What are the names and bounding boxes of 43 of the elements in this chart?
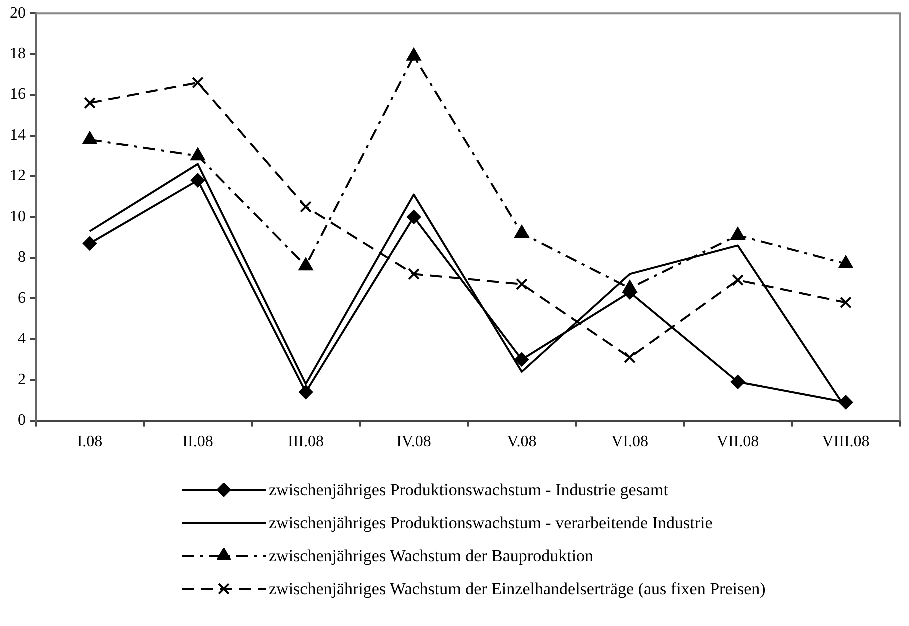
- y-tick-label: 4: [18, 330, 26, 348]
- x-tick-label: VI.08: [612, 434, 648, 451]
- point: [300, 201, 312, 213]
- point: [190, 148, 206, 161]
- point: [515, 352, 529, 367]
- point: [731, 375, 745, 390]
- y-tick-label: 0: [18, 412, 26, 430]
- y-tick-label: 2: [18, 371, 26, 388]
- point: [83, 236, 97, 251]
- x-tick-label: VII.08: [716, 434, 760, 451]
- y-tick-label: 16: [10, 86, 26, 104]
- y-tick-label: 18: [10, 46, 26, 63]
- x-tick-label: III.08: [288, 434, 324, 451]
- legend-label: zwischenjähriges Produktionswachstum - Industrie gesamt: [269, 480, 669, 500]
- point: [406, 48, 422, 61]
- point: [838, 256, 854, 269]
- y-tick-label: 8: [18, 249, 26, 266]
- y-tick-label: 12: [10, 168, 26, 185]
- x-tick-label: VIII.08: [822, 434, 870, 451]
- legend-label: zwischenjähriges Produktionswachstum - verarbeitende Industrie: [269, 513, 713, 532]
- point: [730, 228, 746, 240]
- x-tick-label: V.08: [507, 434, 537, 451]
- x-tick-label: II.08: [182, 434, 214, 451]
- point: [840, 296, 852, 309]
- point: [624, 352, 636, 364]
- legend-label: zwischenjähriges Wachstum der Bauproduktion: [269, 546, 594, 566]
- point: [82, 132, 98, 144]
- x-tick-label: I.08: [77, 434, 103, 451]
- point: [408, 268, 420, 280]
- y-tick-label: 10: [10, 208, 26, 226]
- point: [299, 385, 313, 400]
- point: [407, 210, 421, 224]
- point: [298, 258, 314, 271]
- legend-label: zwischenjähriges Wachstum der Einzelhandelserträge (aus fixen Preisen): [269, 579, 766, 598]
- y-tick-label: 20: [10, 4, 26, 22]
- point: [84, 97, 96, 110]
- point: [192, 76, 204, 89]
- point: [191, 174, 205, 188]
- y-tick-label: 6: [18, 290, 26, 307]
- x-tick-label: IV.08: [396, 434, 432, 451]
- point: [516, 278, 528, 290]
- y-tick-label: 14: [10, 126, 26, 144]
- point: [732, 274, 744, 286]
